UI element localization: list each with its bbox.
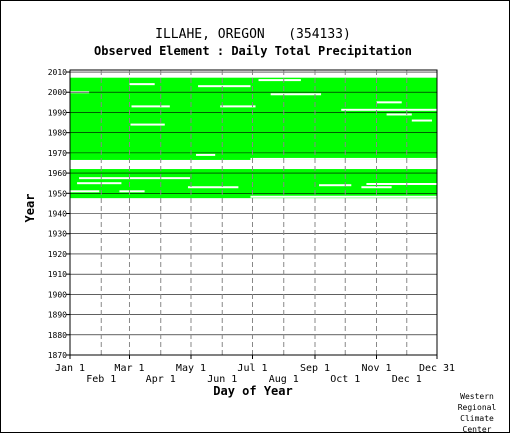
missing-data-gap [376, 101, 402, 104]
missing-data-gap [319, 184, 352, 187]
x-axis-tick-labels-upper: Jan 1 Mar 1 May 1 Jul 1 Sep 1 Nov 1 Dec 31 [55, 355, 455, 374]
y-tick-label: 1900 [48, 290, 67, 299]
y-tick-label: 1950 [48, 189, 67, 198]
missing-data-gap [77, 182, 122, 185]
y-tick-label: 1910 [48, 270, 67, 279]
y-tick-label: 1940 [48, 210, 67, 219]
x-tick-label: Feb 1 [86, 374, 116, 385]
chart-subtitle: Observed Element : Daily Total Precipita… [94, 44, 412, 58]
x-tick-label: Jun 1 [207, 374, 237, 385]
missing-data-gap [411, 119, 432, 122]
y-tick-label: 1980 [48, 129, 67, 138]
missing-data-gap [220, 105, 256, 108]
y-tick-label: 1880 [48, 331, 67, 340]
data-layer [70, 77, 437, 199]
x-tick-label: Mar 1 [114, 363, 144, 374]
missing-data-gap [386, 113, 412, 116]
x-tick-label: Aug 1 [269, 374, 299, 385]
y-tick-label: 1960 [48, 169, 67, 178]
y-tick-label: 2010 [48, 68, 67, 77]
x-tick-label: Apr 1 [146, 374, 176, 385]
x-axis-label: Day of Year [213, 384, 292, 398]
credit-line: Western [460, 392, 494, 401]
missing-data-gap [130, 123, 165, 126]
missing-data-gap [250, 195, 437, 198]
y-tick-label: 1920 [48, 250, 67, 259]
plot-area [69, 69, 438, 356]
x-tick-label: Oct 1 [330, 374, 360, 385]
missing-data-gap [187, 186, 239, 189]
y-axis-tick-labels: 1870 1880 1890 1900 1910 1920 1930 1940 1950 1960… [48, 68, 70, 360]
credit-line: Climate [460, 414, 494, 423]
plot-border [69, 69, 438, 356]
missing-data-gap [198, 85, 251, 88]
missing-data-gap [70, 190, 100, 193]
credit-line: Center [463, 425, 492, 433]
x-tick-label: Nov 1 [361, 363, 391, 374]
missing-data-gap [129, 83, 155, 86]
y-tick-label: 2000 [48, 88, 67, 97]
x-tick-label: Dec 31 [419, 363, 455, 374]
missing-data-gap [119, 190, 145, 193]
missing-data-gap [258, 79, 301, 82]
missing-data-gap [196, 153, 216, 156]
x-tick-label: May 1 [176, 363, 206, 374]
x-tick-label: Jul 1 [237, 363, 267, 374]
wrcc-credit: Western Regional Climate Center [458, 392, 497, 433]
missing-data-gap [131, 105, 170, 108]
missing-data-gap [79, 177, 190, 180]
chart-title: ILLAHE, OREGON (354133) [155, 27, 351, 42]
x-tick-label: Jan 1 [55, 363, 85, 374]
y-tick-label: 1870 [48, 351, 67, 360]
y-tick-label: 1890 [48, 311, 67, 320]
y-tick-label: 1930 [48, 230, 67, 239]
y-tick-label: 1970 [48, 149, 67, 158]
credit-line: Regional [458, 403, 497, 412]
missing-data-gap [250, 157, 437, 160]
missing-data-gap [270, 93, 322, 96]
missing-data-gap [361, 186, 392, 189]
missing-data-gap [366, 183, 437, 185]
x-axis-tick-labels-lower: Feb 1 Apr 1 Jun 1 Aug 1 Oct 1 Dec 1 [86, 374, 422, 385]
x-tick-label: Dec 1 [392, 374, 422, 385]
missing-data-gap [341, 108, 437, 111]
y-tick-label: 1990 [48, 108, 67, 117]
x-tick-label: Sep 1 [300, 363, 330, 374]
y-axis-label: Year [23, 194, 37, 223]
coverage-block [70, 77, 437, 160]
